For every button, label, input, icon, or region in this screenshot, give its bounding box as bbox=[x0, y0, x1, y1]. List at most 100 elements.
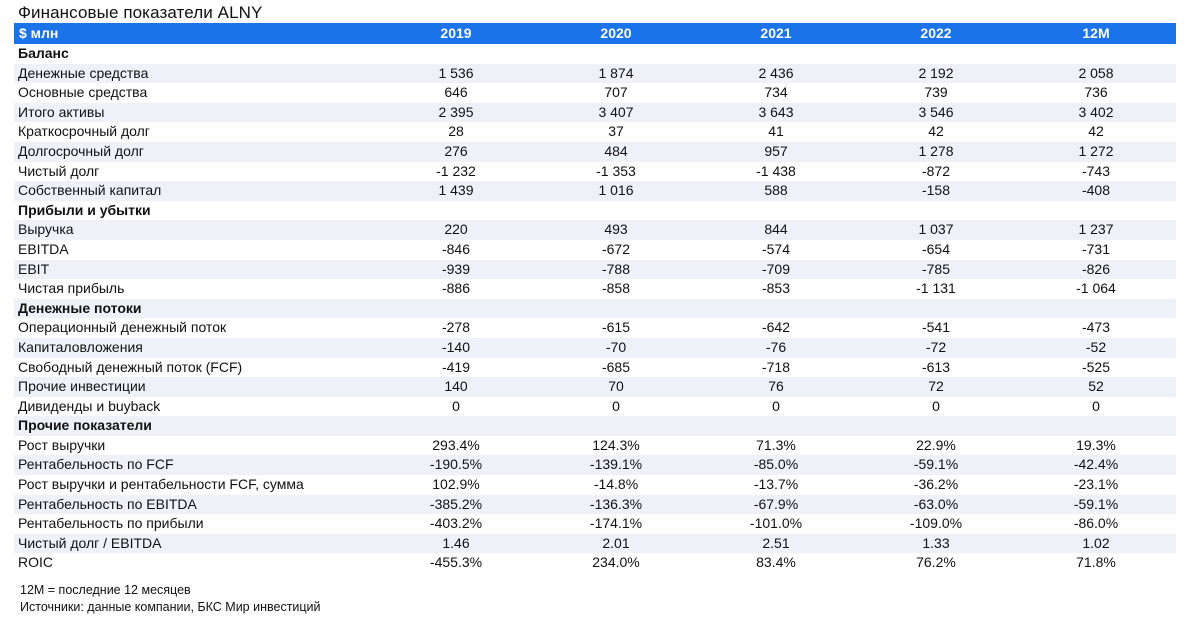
row-value: -685 bbox=[601, 358, 631, 375]
table-row: Капиталовложения -140 -70 -76 -72 -52 bbox=[14, 337, 1176, 358]
row-value: 0 bbox=[612, 397, 620, 414]
row-value: 2 395 bbox=[376, 102, 536, 123]
section-row: Баланс bbox=[14, 44, 1176, 64]
row-value: -67.9% bbox=[696, 494, 856, 515]
row-value: 736 bbox=[1084, 84, 1108, 101]
table-row: Дивиденды и buyback 0 0 0 0 0 bbox=[14, 397, 1176, 417]
row-value: 3 407 bbox=[536, 102, 696, 123]
table-row: Рентабельность по EBITDA -385.2% -136.3% -6… bbox=[14, 494, 1176, 515]
row-value: -139.1% bbox=[536, 455, 696, 476]
row-value: -455.3% bbox=[429, 554, 483, 571]
header-col-2020: 2020 bbox=[536, 23, 696, 44]
section-row: Денежные потоки bbox=[14, 298, 1176, 319]
row-value: 102.9% bbox=[432, 476, 480, 493]
row-value: -136.3% bbox=[536, 494, 696, 515]
row-value: -140 bbox=[376, 337, 536, 358]
row-value: -174.1% bbox=[589, 515, 643, 532]
row-value: -72 bbox=[856, 337, 1016, 358]
row-value: -858 bbox=[601, 280, 631, 297]
row-value: 37 bbox=[608, 123, 624, 140]
row-value: 1.02 bbox=[1016, 533, 1176, 554]
table-row: EBITDA -846 -672 -574 -654 -731 bbox=[14, 240, 1176, 260]
row-value: -1 064 bbox=[1076, 280, 1116, 297]
table-row: Рост выручки 293.4% 124.3% 71.3% 22.9% 19.3% bbox=[14, 436, 1176, 456]
row-value: -642 bbox=[761, 319, 791, 336]
table-header: $ млн 2019 2020 2021 2022 12M bbox=[14, 23, 1176, 44]
table-row: Чистый долг / EBITDA 1.46 2.01 2.51 1.33 1.02 bbox=[14, 533, 1176, 554]
row-value: 140 bbox=[376, 377, 536, 397]
row-value: -743 bbox=[1081, 162, 1111, 179]
row-value: -59.1% bbox=[856, 455, 1016, 476]
row-value: -385.2% bbox=[376, 494, 536, 515]
section-title: Денежные потоки bbox=[14, 298, 1176, 319]
table-row: Краткосрочный долг 28 37 41 42 42 bbox=[14, 122, 1176, 142]
row-value: 19.3% bbox=[1076, 436, 1116, 453]
row-value: 0 bbox=[772, 397, 780, 414]
row-label: Краткосрочный долг bbox=[18, 123, 150, 140]
row-label: Выручка bbox=[14, 220, 376, 240]
row-value: -574 bbox=[761, 240, 791, 257]
row-value: -70 bbox=[536, 337, 696, 358]
section-title: Прибыли и убытки bbox=[18, 201, 151, 218]
row-value: -709 bbox=[696, 259, 856, 280]
row-value: 76.2% bbox=[916, 554, 956, 571]
row-value: -101.0% bbox=[749, 515, 803, 532]
row-value: 71.3% bbox=[756, 436, 796, 453]
row-value: 484 bbox=[536, 141, 696, 162]
row-value: -86.0% bbox=[1073, 515, 1119, 532]
table-row: Прочие инвестиции 140 70 76 72 52 bbox=[14, 377, 1176, 397]
table-row: Операционный денежный поток -278 -615 -642 -… bbox=[14, 318, 1176, 338]
table-row: Рентабельность по прибыли -403.2% -174.1% -… bbox=[14, 514, 1176, 534]
row-value: 76 bbox=[696, 377, 856, 397]
section-row: Прибыли и убытки bbox=[14, 201, 1176, 221]
row-value: 707 bbox=[604, 84, 628, 101]
row-value: 1 439 bbox=[376, 181, 536, 201]
table-row: Итого активы 2 395 3 407 3 643 3 546 3 402 bbox=[14, 102, 1176, 123]
row-label: Рост выручки и рентабельности FCF, сумма bbox=[18, 476, 304, 493]
row-value: 1 016 bbox=[536, 181, 696, 201]
row-value: -939 bbox=[376, 259, 536, 280]
row-value: -1 232 bbox=[436, 162, 476, 179]
row-value: -672 bbox=[601, 240, 631, 257]
row-value: 734 bbox=[764, 84, 788, 101]
row-label: ROIC bbox=[18, 554, 53, 571]
row-value: -419 bbox=[441, 358, 471, 375]
row-value: -654 bbox=[921, 240, 951, 257]
row-value: -1 131 bbox=[916, 280, 956, 297]
row-value: -109.0% bbox=[909, 515, 963, 532]
row-label: Операционный денежный поток bbox=[18, 319, 227, 336]
row-value: -14.8% bbox=[593, 476, 639, 493]
table-row: Собственный капитал 1 439 1 016 588 -158 -408 bbox=[14, 181, 1176, 201]
footnote-sources: Источники: данные компании, БКС Мир инве… bbox=[20, 600, 321, 614]
table-row: Чистый долг -1 232 -1 353 -1 438 -872 -743 bbox=[14, 162, 1176, 182]
row-value: 83.4% bbox=[756, 554, 796, 571]
row-value: 220 bbox=[376, 220, 536, 240]
page-title: Финансовые показатели ALNY bbox=[18, 3, 263, 22]
row-label: EBITDA bbox=[18, 240, 69, 257]
table-row: Свободный денежный поток (FCF) -419 -685 -7… bbox=[14, 358, 1176, 378]
table-row: ROIC -455.3% 234.0% 83.4% 76.2% 71.8% bbox=[14, 553, 1176, 573]
header-col-2022: 2022 bbox=[856, 23, 1016, 44]
row-value: 71.8% bbox=[1076, 554, 1116, 571]
row-value: 2 058 bbox=[1016, 63, 1176, 84]
row-label: Денежные средства bbox=[14, 63, 376, 84]
row-value: 3 402 bbox=[1016, 102, 1176, 123]
row-value: -63.0% bbox=[856, 494, 1016, 515]
row-value: -731 bbox=[1081, 240, 1111, 257]
row-value: 22.9% bbox=[916, 436, 956, 453]
row-value: 1 037 bbox=[856, 220, 1016, 240]
row-value: -886 bbox=[441, 280, 471, 297]
row-value: 1.46 bbox=[376, 533, 536, 554]
section-title: Баланс bbox=[18, 45, 69, 61]
table-row: Денежные средства 1 536 1 874 2 436 2 192 2 0… bbox=[14, 63, 1176, 84]
row-value: 3 643 bbox=[696, 102, 856, 123]
row-value: 72 bbox=[856, 377, 1016, 397]
table-row: Рост выручки и рентабельности FCF, сумма… bbox=[14, 475, 1176, 495]
row-value: -85.0% bbox=[696, 455, 856, 476]
row-label: Основные средства bbox=[18, 84, 148, 101]
row-label: EBIT bbox=[14, 259, 376, 280]
section-row: Прочие показатели bbox=[14, 416, 1176, 436]
header-units-label: $ млн bbox=[14, 23, 376, 44]
row-value: -473 bbox=[1081, 319, 1111, 336]
